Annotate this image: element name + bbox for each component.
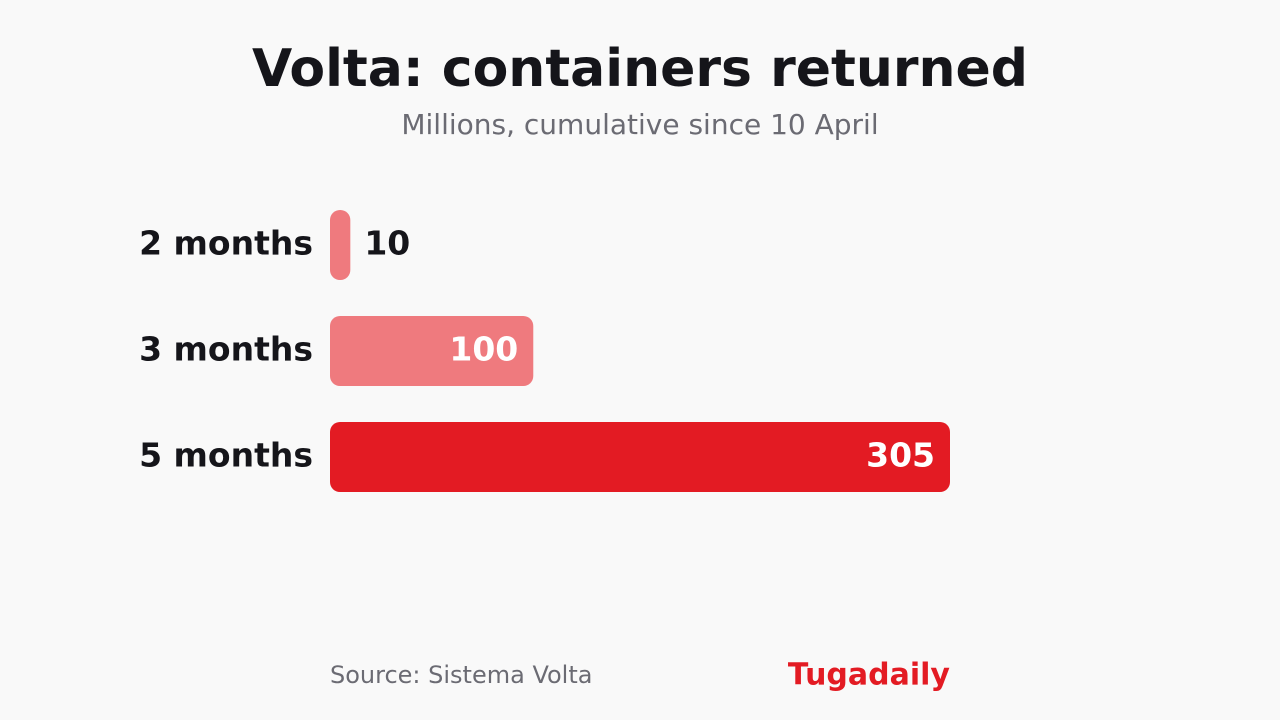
category-label: 2 months [139,224,313,263]
bar [330,210,351,280]
category-label: 3 months [139,330,313,369]
value-label: 10 [364,224,410,263]
category-label: 5 months [139,436,313,475]
chart-subtitle: Millions, cumulative since 10 April [401,108,878,141]
value-label: 100 [449,330,518,369]
value-label: 305 [866,436,935,475]
chart-title: Volta: containers returned [252,39,1028,99]
bar [330,316,534,386]
bar [330,422,950,492]
brand: Tugadaily [788,658,951,693]
source: Source: Sistema Volta [330,661,592,689]
